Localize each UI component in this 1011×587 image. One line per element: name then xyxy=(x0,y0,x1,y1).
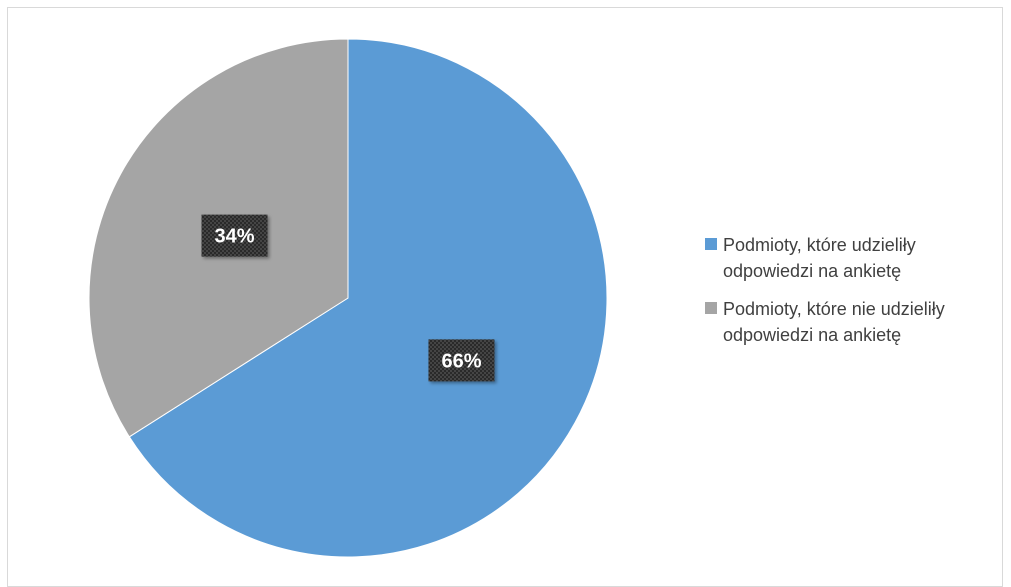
legend-swatch-not-responded xyxy=(705,302,717,314)
pie-slice-responded xyxy=(128,38,608,558)
legend: Podmioty, które udzieliły odpowiedzi na … xyxy=(705,232,1005,360)
data-label-not-responded-text: 34% xyxy=(215,226,255,248)
data-label-responded-text: 66% xyxy=(441,350,481,372)
legend-label-not-responded: Podmioty, które nie udzieliły odpowiedzi… xyxy=(723,299,945,345)
data-label-not-responded: 34% xyxy=(201,214,268,257)
legend-swatch-responded xyxy=(705,238,717,250)
legend-item-responded: Podmioty, które udzieliły odpowiedzi na … xyxy=(705,232,1005,284)
legend-item-not-responded: Podmioty, które nie udzieliły odpowiedzi… xyxy=(705,296,1005,348)
data-label-responded: 66% xyxy=(428,339,495,382)
legend-label-responded: Podmioty, które udzieliły odpowiedzi na … xyxy=(723,235,916,281)
